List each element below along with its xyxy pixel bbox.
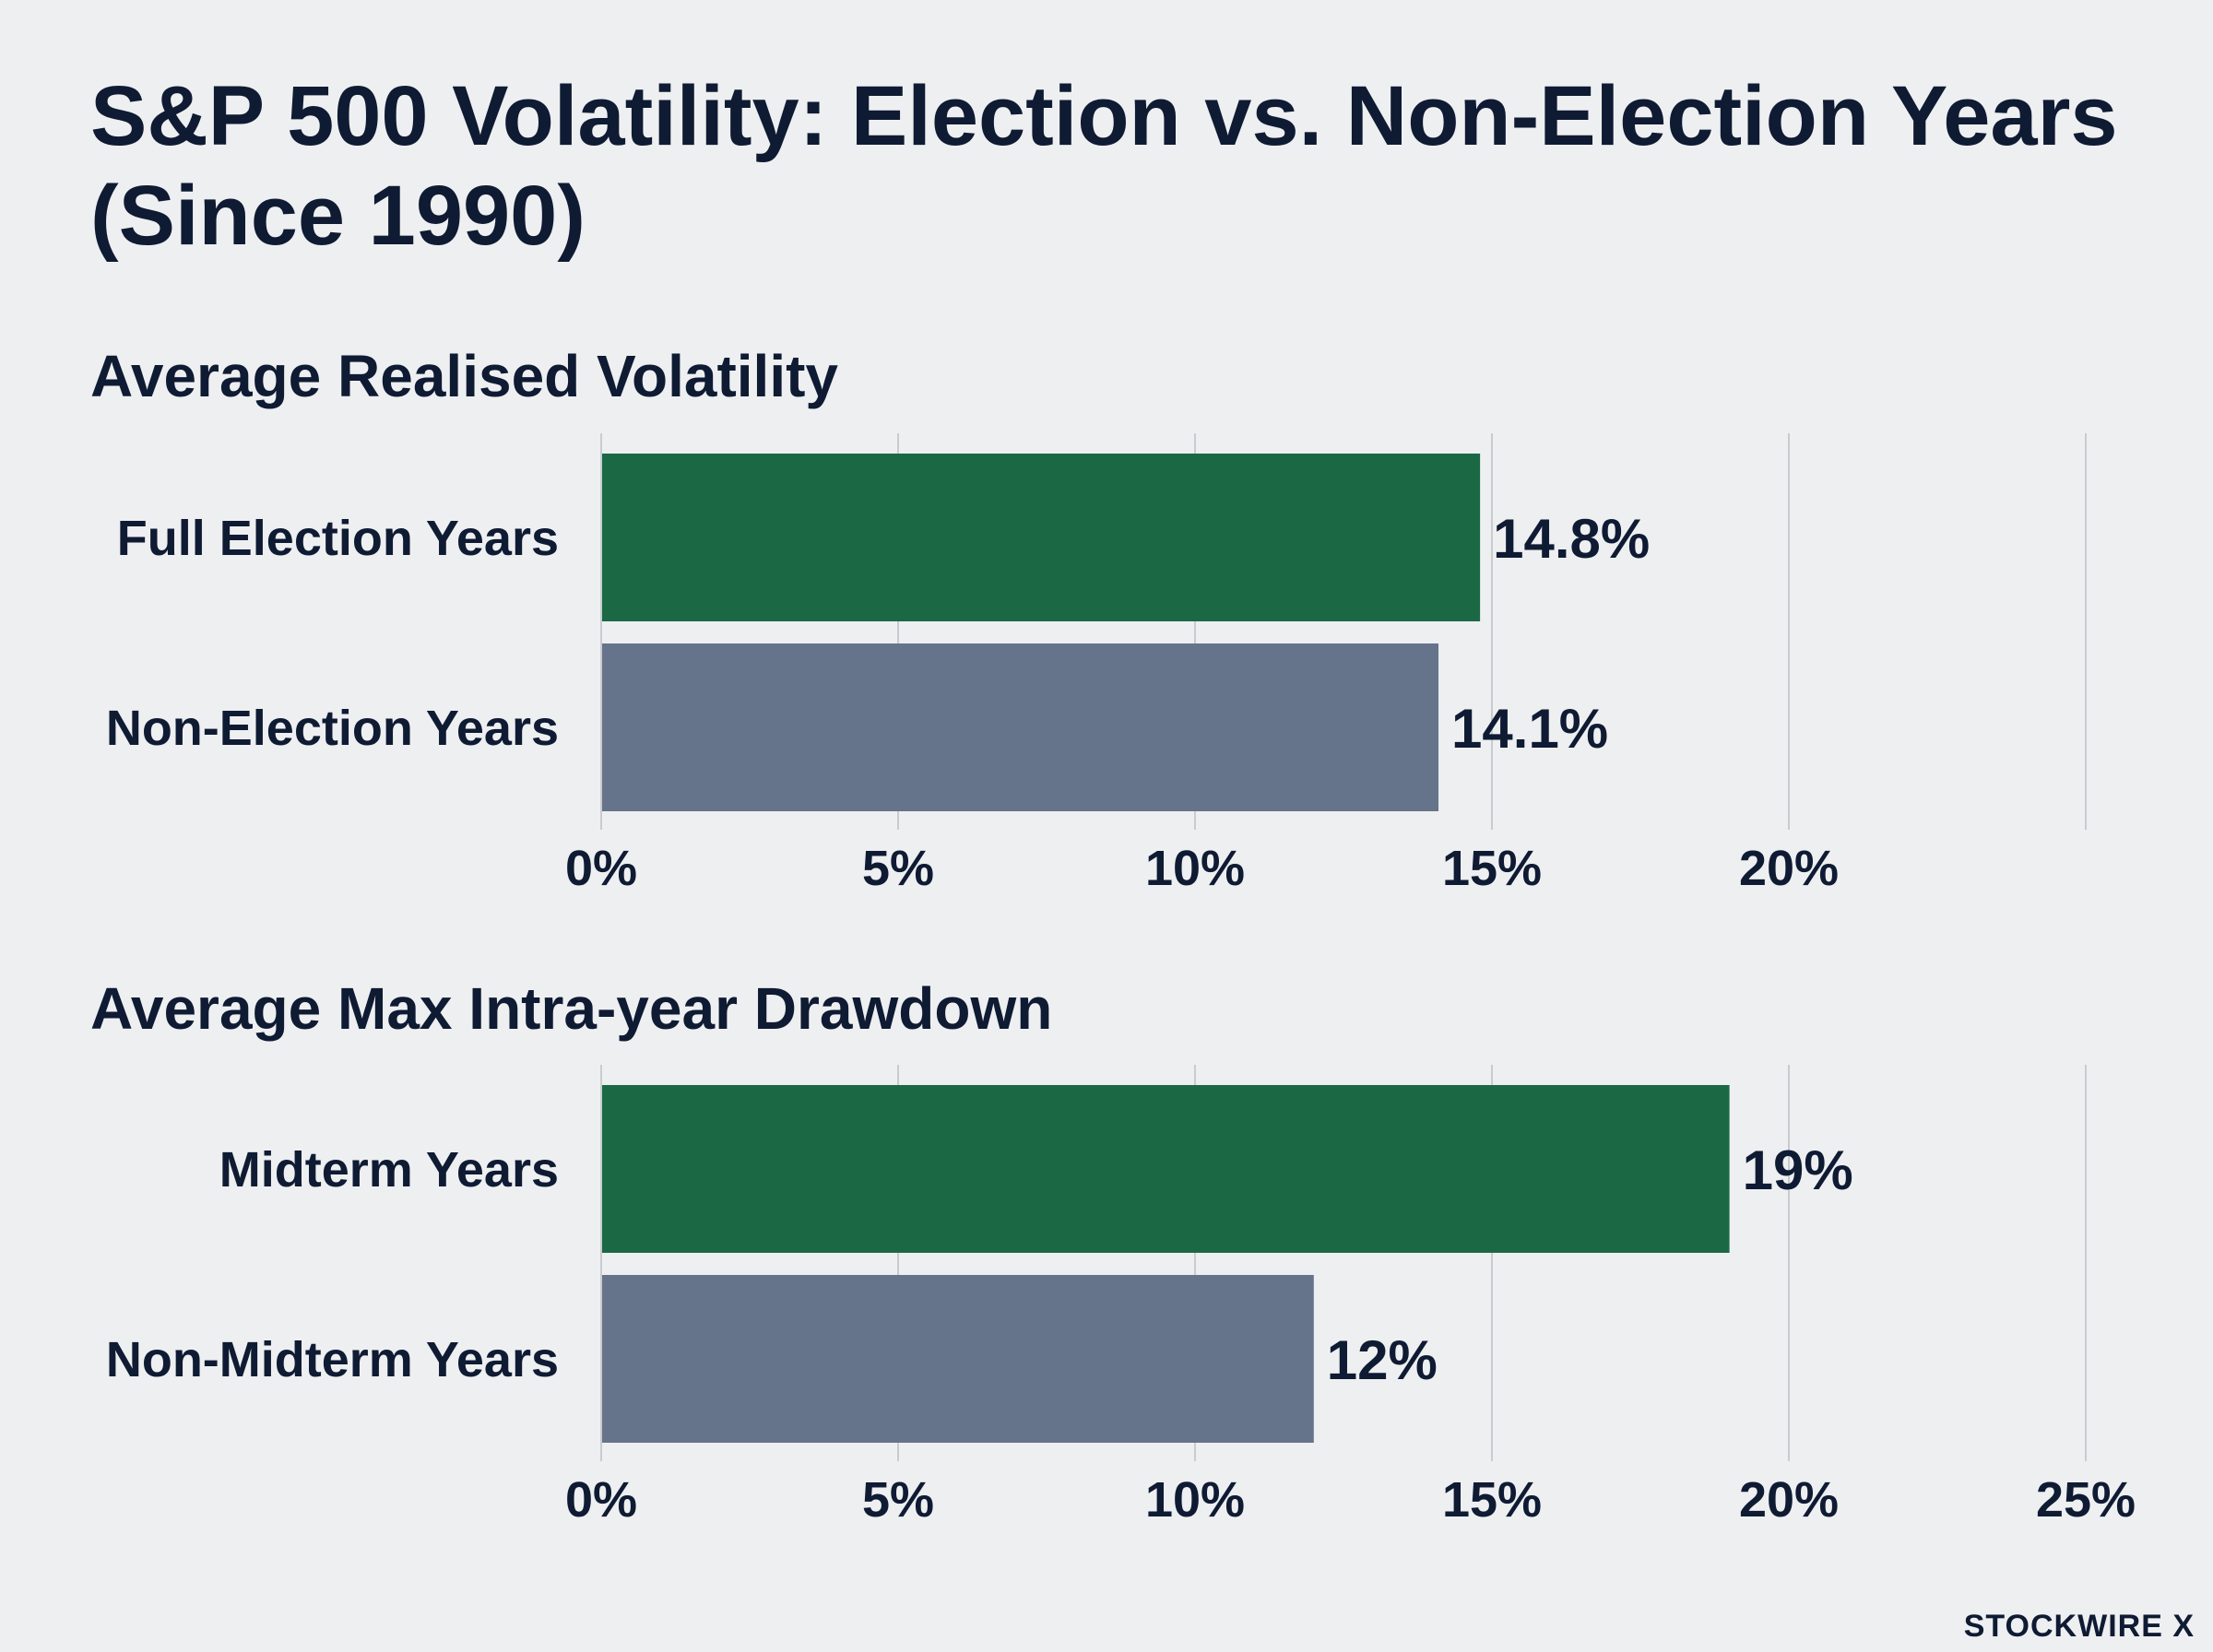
drawdown-bar-chart: Midterm Years 19% Non-Midterm Years 12% 0% 5%… xyxy=(106,1065,2136,1528)
bar xyxy=(601,643,1439,811)
data-label: 12% xyxy=(1327,1329,1438,1391)
data-label: 19% xyxy=(1743,1139,1853,1201)
category-label: Full Election Years xyxy=(117,511,559,566)
tick-label: 5% xyxy=(862,841,934,896)
data-label: 14.1% xyxy=(1451,698,1608,760)
tick-label: 0% xyxy=(565,841,637,896)
category-label: Midterm Years xyxy=(219,1142,559,1198)
chart-title-volatility: Average Realised Volatility xyxy=(90,343,838,409)
page-title: S&P 500 Volatility: Election vs. Non-Ele… xyxy=(90,69,2118,263)
tick-label: 0% xyxy=(565,1472,637,1528)
volatility-bar-chart: Full Election Years 14.8% Non-Election Yea… xyxy=(106,433,2087,896)
brand-logo: STOCKWIRE X xyxy=(1963,1609,2195,1644)
category-label: Non-Midterm Years xyxy=(106,1332,559,1387)
data-label: 14.8% xyxy=(1493,508,1650,570)
tick-label: 15% xyxy=(1442,1472,1542,1528)
bar xyxy=(601,1275,1314,1443)
tick-label: 10% xyxy=(1145,841,1245,896)
tick-label: 15% xyxy=(1442,841,1542,896)
bar xyxy=(601,1085,1730,1253)
tick-label: 20% xyxy=(1739,1472,1839,1528)
tick-label: 10% xyxy=(1145,1472,1245,1528)
chart-title-drawdown: Average Max Intra-year Drawdown xyxy=(90,975,1053,1042)
tick-label: 5% xyxy=(862,1472,934,1528)
bar xyxy=(601,454,1481,621)
tick-label: 25% xyxy=(2036,1472,2136,1528)
category-label: Non-Election Years xyxy=(106,701,559,756)
tick-label: 20% xyxy=(1739,841,1839,896)
